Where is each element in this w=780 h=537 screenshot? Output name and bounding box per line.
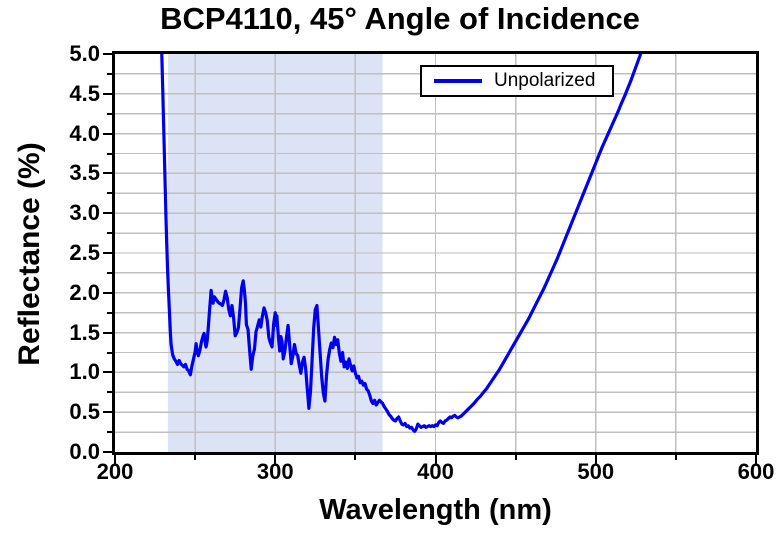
y-tick-label: 5.0 <box>69 41 100 66</box>
y-minor-tick <box>107 431 112 434</box>
y-minor-tick <box>107 351 112 354</box>
x-minor-tick <box>514 455 517 460</box>
y-tick-label: 1.0 <box>69 359 100 385</box>
x-minor-tick <box>354 455 357 460</box>
y-major-tick <box>103 371 112 374</box>
y-tick-label: 1.5 <box>69 319 100 345</box>
x-major-tick <box>434 455 437 464</box>
y-major-tick <box>103 53 112 55</box>
y-major-tick <box>103 331 112 334</box>
x-tick-label: 300 <box>256 459 294 484</box>
legend-line-sample <box>434 79 482 83</box>
plot-area: Unpolarized <box>112 51 759 455</box>
y-major-tick <box>103 291 112 294</box>
y-tick-label: 0.0 <box>69 439 100 464</box>
y-tick-label: 4.0 <box>69 120 100 146</box>
chart-title: BCP4110, 45° Angle of Incidence <box>160 1 640 36</box>
x-axis-title: Wavelength (nm) <box>319 494 552 526</box>
x-major-tick <box>594 455 597 464</box>
y-minor-tick <box>107 152 112 155</box>
x-major-tick <box>274 455 277 464</box>
x-tick-label: 500 <box>577 459 615 484</box>
y-minor-tick <box>107 232 112 235</box>
y-tick-label: 3.5 <box>69 160 100 186</box>
y-tick-label: 4.5 <box>69 80 100 106</box>
y-minor-tick <box>107 271 112 274</box>
y-tick-label: 3.0 <box>69 200 100 226</box>
x-major-tick <box>755 455 757 464</box>
y-major-tick <box>103 172 112 175</box>
y-minor-tick <box>107 192 112 195</box>
y-tick-label: 2.5 <box>69 240 100 265</box>
plot-canvas <box>115 54 756 452</box>
legend: Unpolarized <box>420 65 614 97</box>
y-tick-label: 2.0 <box>69 279 100 305</box>
y-major-tick <box>103 212 112 215</box>
y-minor-tick <box>107 72 112 75</box>
legend-label: Unpolarized <box>494 70 596 91</box>
x-tick-label: 400 <box>417 459 454 484</box>
y-major-tick <box>103 92 112 95</box>
x-major-tick <box>114 455 116 464</box>
x-minor-tick <box>674 455 677 460</box>
y-major-tick <box>103 132 112 135</box>
x-tick-label: 600 <box>737 459 775 484</box>
y-major-tick <box>103 252 112 254</box>
y-major-tick <box>103 411 112 414</box>
x-minor-tick <box>194 455 197 460</box>
y-minor-tick <box>107 391 112 394</box>
y-minor-tick <box>107 112 112 115</box>
y-major-tick <box>103 451 112 453</box>
x-tick-label: 200 <box>96 459 134 484</box>
y-tick-label: 0.5 <box>69 399 100 425</box>
y-minor-tick <box>107 311 112 314</box>
reflectance-curve <box>160 54 643 433</box>
